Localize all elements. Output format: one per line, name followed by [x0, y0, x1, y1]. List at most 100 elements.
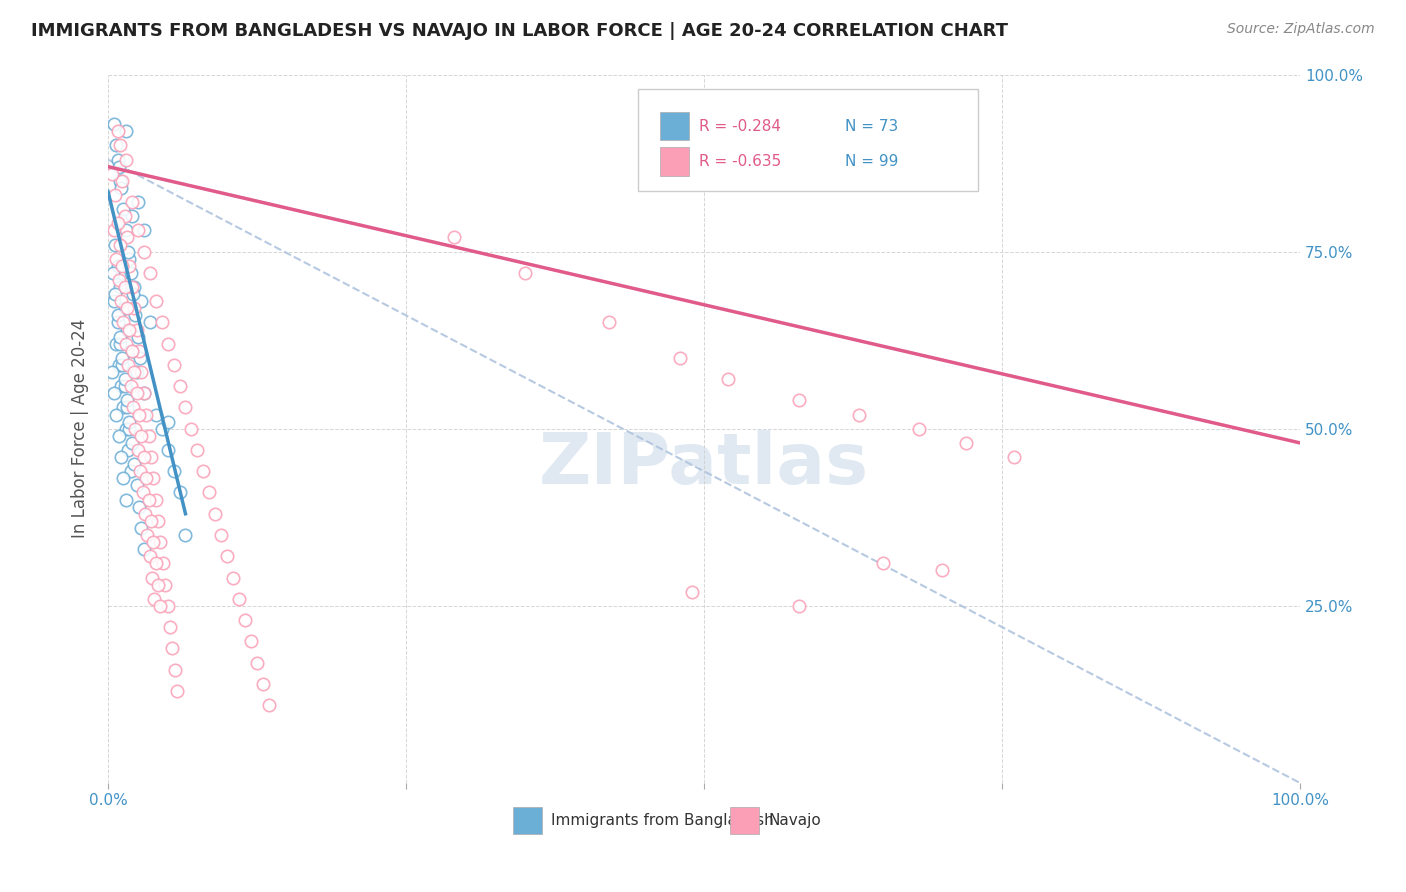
Point — [115, 153, 138, 167]
Point — [131, 429, 153, 443]
Point — [100, 365, 122, 379]
Point — [118, 259, 141, 273]
Point — [105, 336, 128, 351]
Point — [150, 316, 173, 330]
Point — [100, 167, 122, 181]
Point — [135, 471, 157, 485]
Point — [104, 188, 127, 202]
Point — [118, 322, 141, 336]
Point — [598, 316, 620, 330]
Point — [146, 577, 169, 591]
Point — [105, 252, 128, 266]
Point — [169, 379, 191, 393]
Text: R = -0.635: R = -0.635 — [699, 154, 782, 169]
Point — [135, 408, 157, 422]
Point — [122, 287, 145, 301]
Point — [115, 223, 138, 237]
Point — [150, 422, 173, 436]
Point — [115, 322, 138, 336]
Point — [1002, 450, 1025, 464]
Point — [107, 259, 129, 273]
Point — [115, 336, 138, 351]
Point — [132, 386, 155, 401]
Point — [131, 294, 153, 309]
Point — [128, 408, 150, 422]
Text: R = -0.284: R = -0.284 — [699, 119, 782, 134]
Point — [122, 280, 145, 294]
Point — [117, 442, 139, 457]
Point — [174, 401, 197, 415]
Point — [127, 442, 149, 457]
Point — [174, 528, 197, 542]
Point — [931, 563, 953, 577]
Point — [104, 287, 127, 301]
Point — [955, 436, 977, 450]
Point — [115, 301, 138, 316]
Point — [139, 450, 162, 464]
Point — [156, 415, 179, 429]
Point — [103, 294, 125, 309]
Point — [163, 663, 186, 677]
Point — [134, 507, 156, 521]
Point — [112, 401, 135, 415]
Point — [107, 124, 129, 138]
Point — [114, 209, 136, 223]
Point — [443, 230, 465, 244]
Point — [145, 294, 167, 309]
Point — [152, 557, 174, 571]
Point — [108, 138, 131, 153]
Point — [105, 138, 128, 153]
Point — [107, 216, 129, 230]
Point — [127, 223, 149, 237]
Point — [111, 358, 134, 372]
Point — [169, 485, 191, 500]
Point — [132, 223, 155, 237]
Point — [121, 343, 143, 358]
Point — [103, 386, 125, 401]
Point — [156, 336, 179, 351]
Point — [138, 266, 160, 280]
Point — [138, 492, 160, 507]
Point — [110, 450, 132, 464]
Point — [129, 464, 152, 478]
Point — [222, 570, 245, 584]
Point — [111, 259, 134, 273]
Point — [107, 316, 129, 330]
Point — [128, 500, 150, 514]
Point — [114, 372, 136, 386]
Y-axis label: In Labor Force | Age 20-24: In Labor Force | Age 20-24 — [72, 319, 89, 539]
Point — [155, 577, 177, 591]
Point — [162, 641, 184, 656]
Point — [145, 408, 167, 422]
Point — [107, 273, 129, 287]
Point — [115, 422, 138, 436]
Point — [209, 528, 232, 542]
Point — [515, 266, 537, 280]
Point — [115, 124, 138, 138]
Point — [143, 591, 166, 606]
Point — [789, 599, 811, 613]
Point — [162, 464, 184, 478]
Point — [186, 442, 208, 457]
Point — [669, 351, 692, 365]
Point — [111, 174, 134, 188]
Point — [121, 194, 143, 209]
Point — [149, 535, 172, 549]
Point — [125, 386, 148, 401]
Point — [121, 209, 143, 223]
Point — [128, 343, 150, 358]
FancyBboxPatch shape — [659, 147, 689, 176]
Point — [789, 393, 811, 408]
Point — [103, 223, 125, 237]
Point — [872, 557, 894, 571]
Point — [156, 599, 179, 613]
Point — [217, 549, 239, 564]
Point — [193, 464, 215, 478]
Point — [108, 237, 131, 252]
Point — [848, 408, 870, 422]
Point — [115, 230, 138, 244]
Point — [120, 379, 142, 393]
Point — [108, 336, 131, 351]
Text: ZIPatlas: ZIPatlas — [538, 430, 869, 499]
Point — [115, 401, 138, 415]
